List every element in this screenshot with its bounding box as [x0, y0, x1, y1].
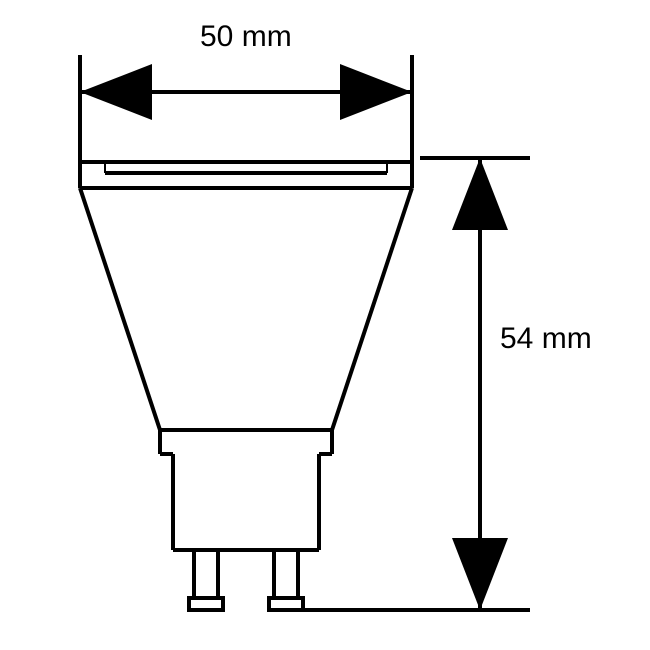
- pin-right: [274, 550, 298, 598]
- cone-left: [80, 188, 160, 430]
- pin-right-cap: [269, 598, 303, 610]
- height-label: 54 mm: [500, 322, 592, 356]
- pin-left-cap: [189, 598, 223, 610]
- cone-right: [332, 188, 412, 430]
- width-label: 50 mm: [200, 20, 292, 54]
- pin-left: [194, 550, 218, 598]
- diagram-canvas: 50 mm 54 mm: [0, 0, 650, 650]
